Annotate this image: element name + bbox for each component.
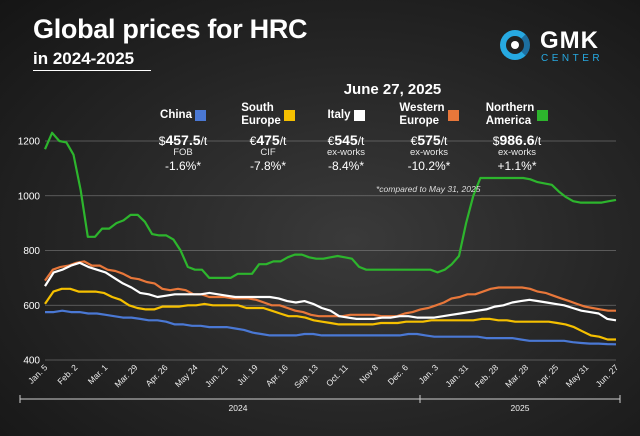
region-name: Italy: [327, 108, 351, 121]
y-tick-label: 600: [23, 301, 40, 312]
x-tick-label: May 31: [564, 362, 591, 389]
chart-lines: [43, 131, 617, 346]
logo-dot: [511, 41, 519, 49]
region-2: Italy €545/t ex-works -8.4%*: [301, 101, 391, 174]
region-4: Northern America $986.6/t ex-works +1.1%*: [472, 101, 562, 173]
x-tick-label: Sep. 13: [292, 362, 320, 390]
x-tick-label: Mar. 28: [503, 362, 530, 389]
price-change: -10.2%*: [407, 159, 451, 173]
legend-swatch: [194, 109, 206, 121]
legend-swatch: [353, 109, 365, 121]
legend-swatch: [537, 109, 549, 121]
series-line-china: [45, 309, 617, 346]
price-basis: FOB: [173, 147, 193, 158]
region-price: $457.5/t: [158, 132, 208, 148]
x-tick-label: Apr. 25: [534, 362, 560, 388]
price-change: -1.6%*: [164, 159, 202, 173]
x-tick-label: Apr. 16: [264, 362, 290, 388]
year-label: 2025: [511, 403, 530, 413]
x-tick-label: Mar. 29: [112, 362, 139, 389]
page-title: Global prices for HRC: [33, 14, 308, 44]
x-tick-label: Apr. 26: [144, 362, 170, 388]
subtitle-underline: [33, 70, 151, 71]
footnote: *compared to May 31, 2025: [376, 184, 481, 194]
x-tick-label: Mar. 1: [86, 362, 110, 386]
region-name: Northern America: [485, 102, 535, 127]
price-change: +1.1%*: [497, 159, 537, 173]
legend-swatch: [447, 109, 459, 121]
region-0: China $457.5/t FOB -1.6%*: [138, 101, 228, 174]
year-label: 2024: [229, 403, 248, 413]
y-tick-label: 400: [23, 356, 40, 367]
region-name: China: [160, 108, 192, 121]
gmk-logo-icon: [500, 30, 530, 60]
region-name: Western Europe: [399, 102, 445, 127]
report-date: June 27, 2025: [343, 81, 442, 98]
region-price: €475/t: [249, 132, 287, 148]
x-tick-label: Oct. 11: [324, 362, 350, 388]
region-price: €545/t: [327, 132, 365, 148]
x-tick-label: Jan. 3: [417, 362, 441, 386]
chart-grid: [45, 140, 616, 361]
brand-name: GMK: [540, 27, 599, 54]
y-tick-label: 800: [23, 246, 40, 257]
page-subtitle: in 2024-2025: [33, 49, 135, 68]
series-line-western-europe: [44, 260, 616, 318]
price-basis: ex-works: [497, 147, 536, 158]
region-1: South Europe €475/t CIF -7.8%*: [223, 101, 313, 173]
x-tick-label: Dec. 6: [386, 362, 411, 387]
x-tick-label: Jul. 19: [235, 362, 260, 387]
region-price: $986.6/t: [492, 132, 542, 148]
price-basis: ex-works: [409, 147, 448, 158]
x-tick-label: Nov 8: [357, 362, 380, 385]
series-line-south-europe: [44, 287, 616, 341]
x-axis: Jan. 5 Feb. 2 Mar. 1 Mar. 29 Apr. 26 May 24 Ju…: [19, 362, 621, 413]
legend-swatch: [283, 109, 295, 121]
x-tick-label: Feb. 2: [55, 362, 79, 386]
region-3: Western Europe €575/t ex-works -10.2%*: [384, 101, 474, 173]
price-change: -8.4%*: [327, 159, 365, 173]
x-tick-label: Feb. 28: [473, 362, 501, 390]
region-price: €575/t: [410, 132, 448, 148]
y-tick-label: 1200: [18, 137, 41, 148]
x-tick-label: Jan. 31: [443, 362, 470, 389]
y-tick-label: 1000: [18, 191, 41, 202]
x-tick-label: Jun. 21: [203, 362, 230, 389]
x-tick-label: Jun. 27: [594, 362, 621, 389]
x-tick-label: May 24: [173, 362, 200, 389]
region-name: South Europe: [241, 102, 281, 127]
price-basis: CIF: [260, 147, 276, 158]
price-change: -7.8%*: [249, 159, 287, 173]
price-basis: ex-works: [326, 147, 365, 158]
series-line-northern-america: [43, 131, 617, 279]
series-line-italy: [44, 261, 617, 322]
brand-subtitle: CENTER: [541, 53, 604, 64]
y-axis-labels: 400 600 800 1000 1200: [18, 137, 41, 367]
